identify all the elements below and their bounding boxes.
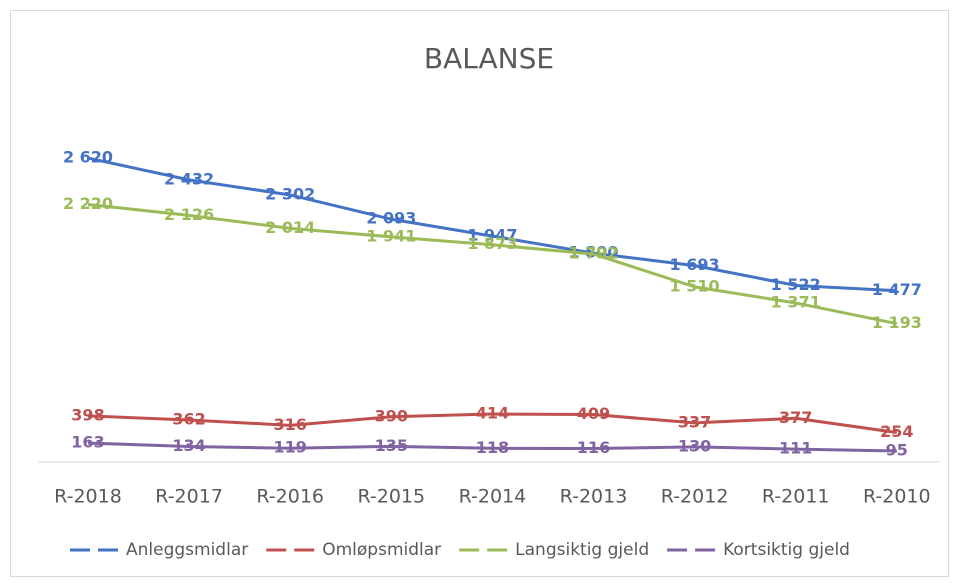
data-label: 390 — [375, 406, 408, 425]
data-label: 130 — [678, 436, 711, 455]
data-label: 2 620 — [63, 148, 113, 167]
data-label: 414 — [476, 403, 509, 422]
x-tick-label: R-2015 — [357, 486, 425, 508]
legend-label: Anleggsmidlar — [126, 540, 248, 560]
data-label: 1 873 — [467, 234, 517, 253]
data-label: 135 — [375, 436, 408, 455]
data-label: 2 093 — [366, 209, 416, 228]
series-line — [87, 156, 897, 293]
data-label: 1 792 — [568, 244, 618, 263]
chart-title: BALANSE — [424, 42, 554, 75]
data-label: 254 — [880, 422, 913, 441]
data-label: 119 — [273, 438, 306, 457]
legend-label: Omløpsmidlar — [322, 540, 441, 560]
data-label: 2 014 — [265, 218, 315, 237]
x-tick-label: R-2018 — [54, 486, 122, 508]
series-line — [87, 441, 897, 453]
x-tick-label: R-2013 — [560, 486, 628, 508]
legend-label: Kortsiktig gjeld — [723, 540, 850, 560]
data-label: 111 — [779, 439, 812, 458]
x-tick-label: R-2012 — [661, 486, 729, 508]
series-line — [87, 412, 898, 435]
x-tick-label: R-2016 — [256, 486, 324, 508]
data-label: 116 — [577, 438, 610, 457]
data-label: 1 510 — [670, 276, 720, 295]
data-label: 1 693 — [670, 255, 720, 274]
data-label: 1 522 — [771, 275, 821, 294]
data-label: 2 220 — [63, 194, 113, 213]
data-label: 2 302 — [265, 184, 315, 203]
data-label: 134 — [172, 436, 205, 455]
data-label: 377 — [779, 408, 812, 427]
data-label: 316 — [273, 415, 306, 434]
data-label: 337 — [678, 412, 711, 431]
data-label: 1 941 — [366, 226, 416, 245]
data-label: 1 193 — [872, 313, 922, 332]
data-label: 2 432 — [164, 169, 214, 188]
data-label: 1 947 — [467, 226, 517, 245]
data-label: 1 477 — [872, 280, 922, 299]
legend-label: Langsiktig gjeld — [515, 540, 649, 560]
x-tick-label: R-2014 — [459, 486, 527, 508]
data-label: 2 126 — [164, 205, 214, 224]
data-label: 1 371 — [771, 292, 821, 311]
x-tick-label: R-2017 — [155, 486, 223, 508]
x-tick-label: R-2010 — [863, 486, 931, 508]
series-line — [87, 202, 898, 326]
data-label: 398 — [71, 405, 104, 424]
data-label: 163 — [71, 433, 104, 452]
data-label: 118 — [476, 438, 509, 457]
data-label: 409 — [577, 404, 610, 423]
data-label: 362 — [172, 410, 205, 429]
chart-border — [10, 10, 949, 577]
data-label: 95 — [886, 440, 908, 459]
x-tick-label: R-2011 — [762, 486, 830, 508]
